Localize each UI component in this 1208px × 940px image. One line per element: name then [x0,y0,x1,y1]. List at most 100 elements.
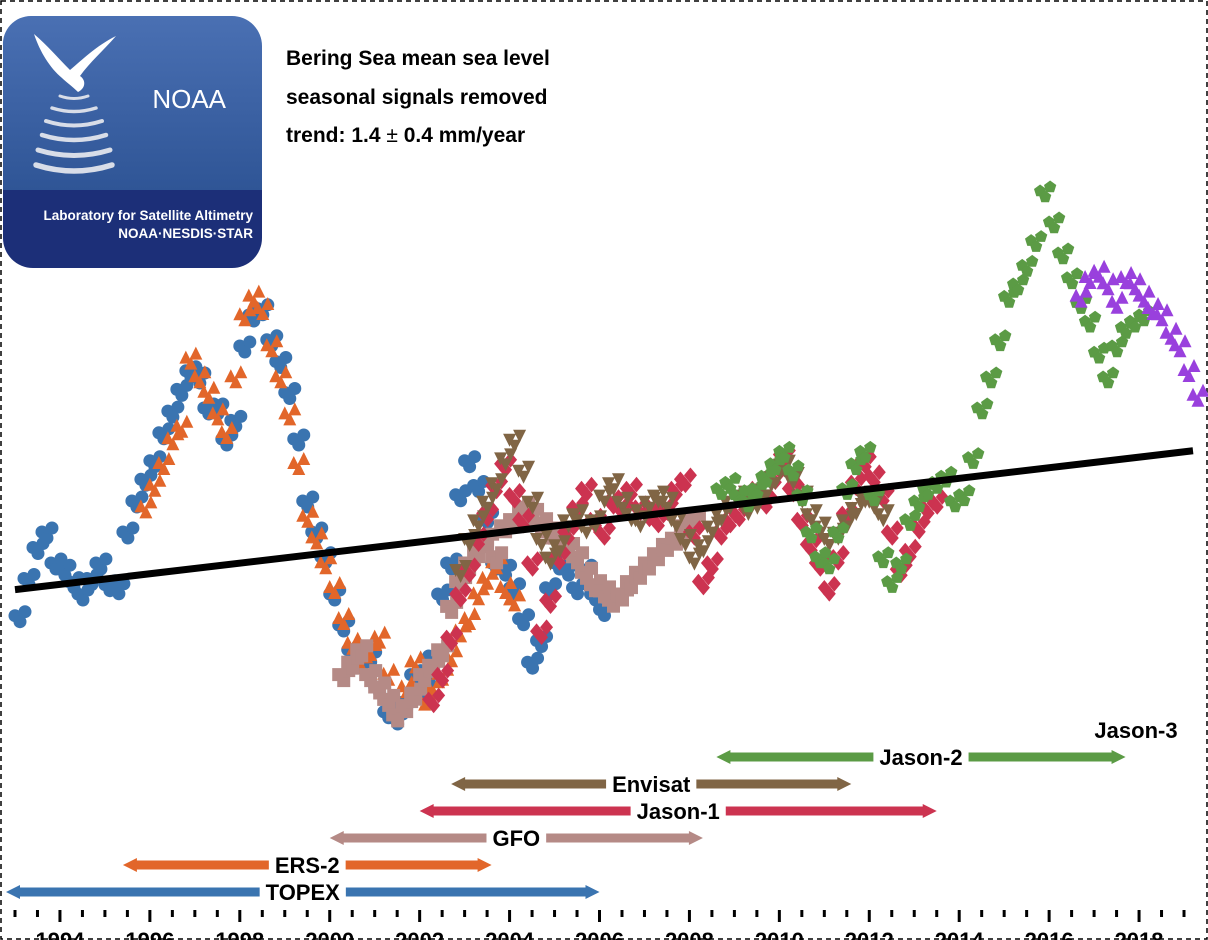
point-jason-2 [1003,295,1016,308]
point-topex [234,409,248,423]
point-jason-1 [827,576,841,592]
point-jason-2 [1128,320,1142,333]
point-ers-2 [306,504,320,518]
point-topex [238,345,252,359]
point-topex [112,587,126,601]
point-gfo [585,561,599,575]
point-topex [171,400,185,414]
point-topex [40,531,54,545]
span-jason-1: Jason-1 [419,798,937,824]
point-jason-1 [732,511,746,528]
x-tick-label: 2012 [845,928,894,940]
point-jason-3 [1115,290,1129,304]
point-ers-2 [193,375,207,389]
point-jason-2 [1106,366,1120,379]
point-envisat [517,470,531,484]
point-envisat [633,520,647,534]
title-line-1: Bering Sea mean sea level [286,47,550,70]
point-jason-1 [714,530,728,546]
point-envisat [526,501,540,515]
point-ers-2 [238,313,252,327]
point-envisat [540,529,554,542]
point-gfo [490,556,504,570]
point-jason-1 [513,483,527,499]
point-jason-1 [557,524,571,540]
point-jason-1 [696,579,710,596]
point-ers-2 [342,607,356,620]
span-gfo: GFO [329,825,703,851]
point-topex [153,450,167,464]
point-jason-1 [454,592,468,608]
span-label-bg [873,744,969,770]
point-ers-2 [373,635,387,649]
point-ers-2 [387,662,401,676]
point-jason-3 [1191,393,1205,407]
point-envisat [611,473,625,487]
point-envisat [642,501,656,515]
point-jason-3 [1133,272,1147,286]
point-jason-3 [1101,282,1115,296]
point-topex [522,608,536,622]
point-envisat [665,491,679,505]
point-jason-3 [1182,369,1196,382]
point-ers-2 [301,514,315,528]
point-topex [45,521,59,535]
point-ers-2 [504,576,518,589]
point-envisat [576,504,590,518]
point-envisat [809,504,823,518]
point-topex [472,485,486,498]
span-label: GFO [492,826,540,851]
x-tick-label: 2004 [485,928,535,940]
point-gfo [615,593,629,607]
point-jason-2 [963,484,976,497]
point-ers-2 [139,505,153,519]
point-jason-1 [535,629,549,645]
span-label: Jason-1 [637,799,720,824]
point-jason-2 [1061,242,1075,255]
span-envisat: Envisat [451,771,852,797]
point-topex [99,552,113,566]
point-gfo [495,546,509,560]
point-ers-2 [175,424,189,438]
point-jason-3 [1124,266,1138,279]
point-jason-1 [880,524,894,540]
point-ers-2 [324,551,338,565]
point-ers-2 [292,462,306,475]
point-envisat [508,439,522,453]
point-jason-2 [1119,326,1133,339]
point-ers-2 [220,431,234,444]
point-topex [121,531,135,545]
logo-line-2: NOAA·NESDIS·STAR [118,226,253,241]
point-jason-3 [1160,303,1174,317]
point-envisat [822,539,836,552]
point-envisat [598,495,612,509]
point-jason-2 [1021,264,1034,277]
point-jason-1 [885,530,899,546]
logo-bottom-panel [3,190,262,268]
x-tick-label: 2014 [935,928,985,940]
point-jason-1 [526,561,540,577]
point-ers-2 [229,375,243,389]
span-label-bg [486,825,547,851]
point-topex [13,615,27,629]
point-ers-2 [463,617,477,630]
series-jason-3 [1069,259,1208,407]
point-topex [571,587,585,601]
point-envisat [499,458,513,472]
point-jason-1 [603,520,617,536]
point-ers-2 [513,588,527,602]
point-jason-1 [705,561,719,577]
point-ers-2 [333,576,347,589]
point-jason-1 [508,493,522,509]
point-ers-2 [468,607,482,620]
trend-prefix: trend: 1.4 [286,124,386,147]
point-envisat [495,473,509,487]
point-topex [292,438,306,452]
point-ers-2 [418,697,432,711]
trend-suffix: 0.4 mm/year [398,124,525,147]
point-envisat [606,483,620,497]
trend-line [14,447,1194,594]
point-jason-2 [1012,283,1025,296]
point-jason-2 [760,475,773,488]
point-ers-2 [184,356,198,370]
